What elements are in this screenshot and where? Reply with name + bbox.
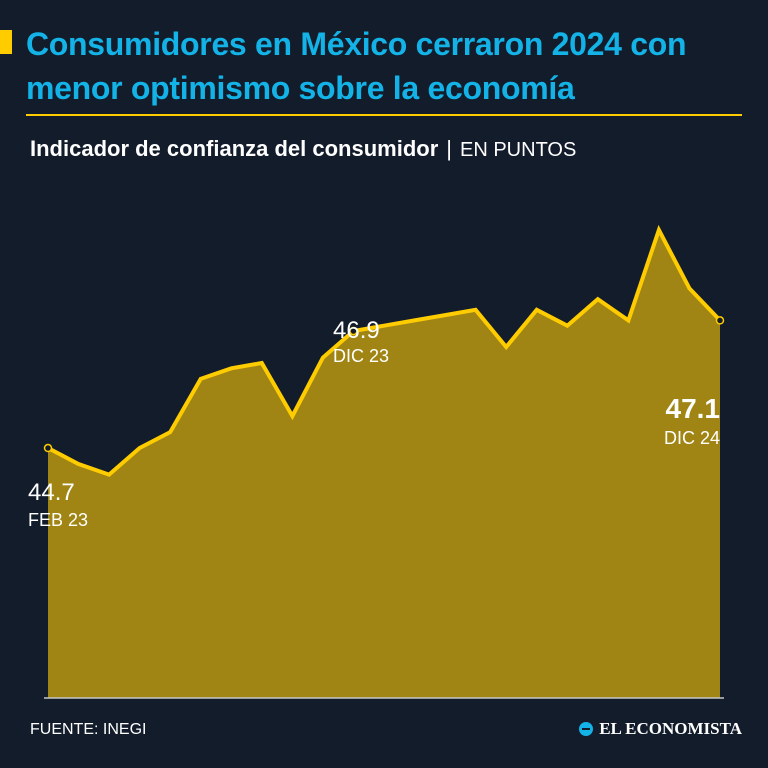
annotation-value: 46.9 [333, 317, 380, 344]
chart-title: Consumidores en México cerraron 2024 con… [26, 26, 687, 106]
annotation-date: FEB 23 [28, 510, 88, 530]
title-accent-bar [0, 30, 12, 54]
area-fill [48, 230, 720, 698]
subtitle-separator: | [446, 136, 452, 161]
brand-logo: EL ECONOMISTA [579, 719, 742, 739]
annotation-value: 44.7 [28, 479, 75, 506]
annotation-value: 47.1 [666, 393, 721, 424]
brand-name: EL ECONOMISTA [599, 719, 742, 738]
annotation-date: DIC 24 [664, 428, 720, 448]
title-divider [26, 114, 742, 116]
source-note: FUENTE: INEGI [30, 721, 147, 738]
annotation-date: DIC 23 [333, 346, 389, 366]
series-line [47, 224, 722, 477]
annotation-marker [715, 316, 725, 325]
annotation-marker [43, 443, 53, 453]
annotation-marker [349, 326, 358, 336]
chart-subtitle: Indicador de confianza del consumidor | EN… [30, 136, 576, 162]
subtitle-main: Indicador de confianza del consumidor [30, 136, 439, 161]
subtitle-unit: EN PUNTOS [460, 139, 577, 161]
el-economista-logo-icon [579, 722, 594, 736]
